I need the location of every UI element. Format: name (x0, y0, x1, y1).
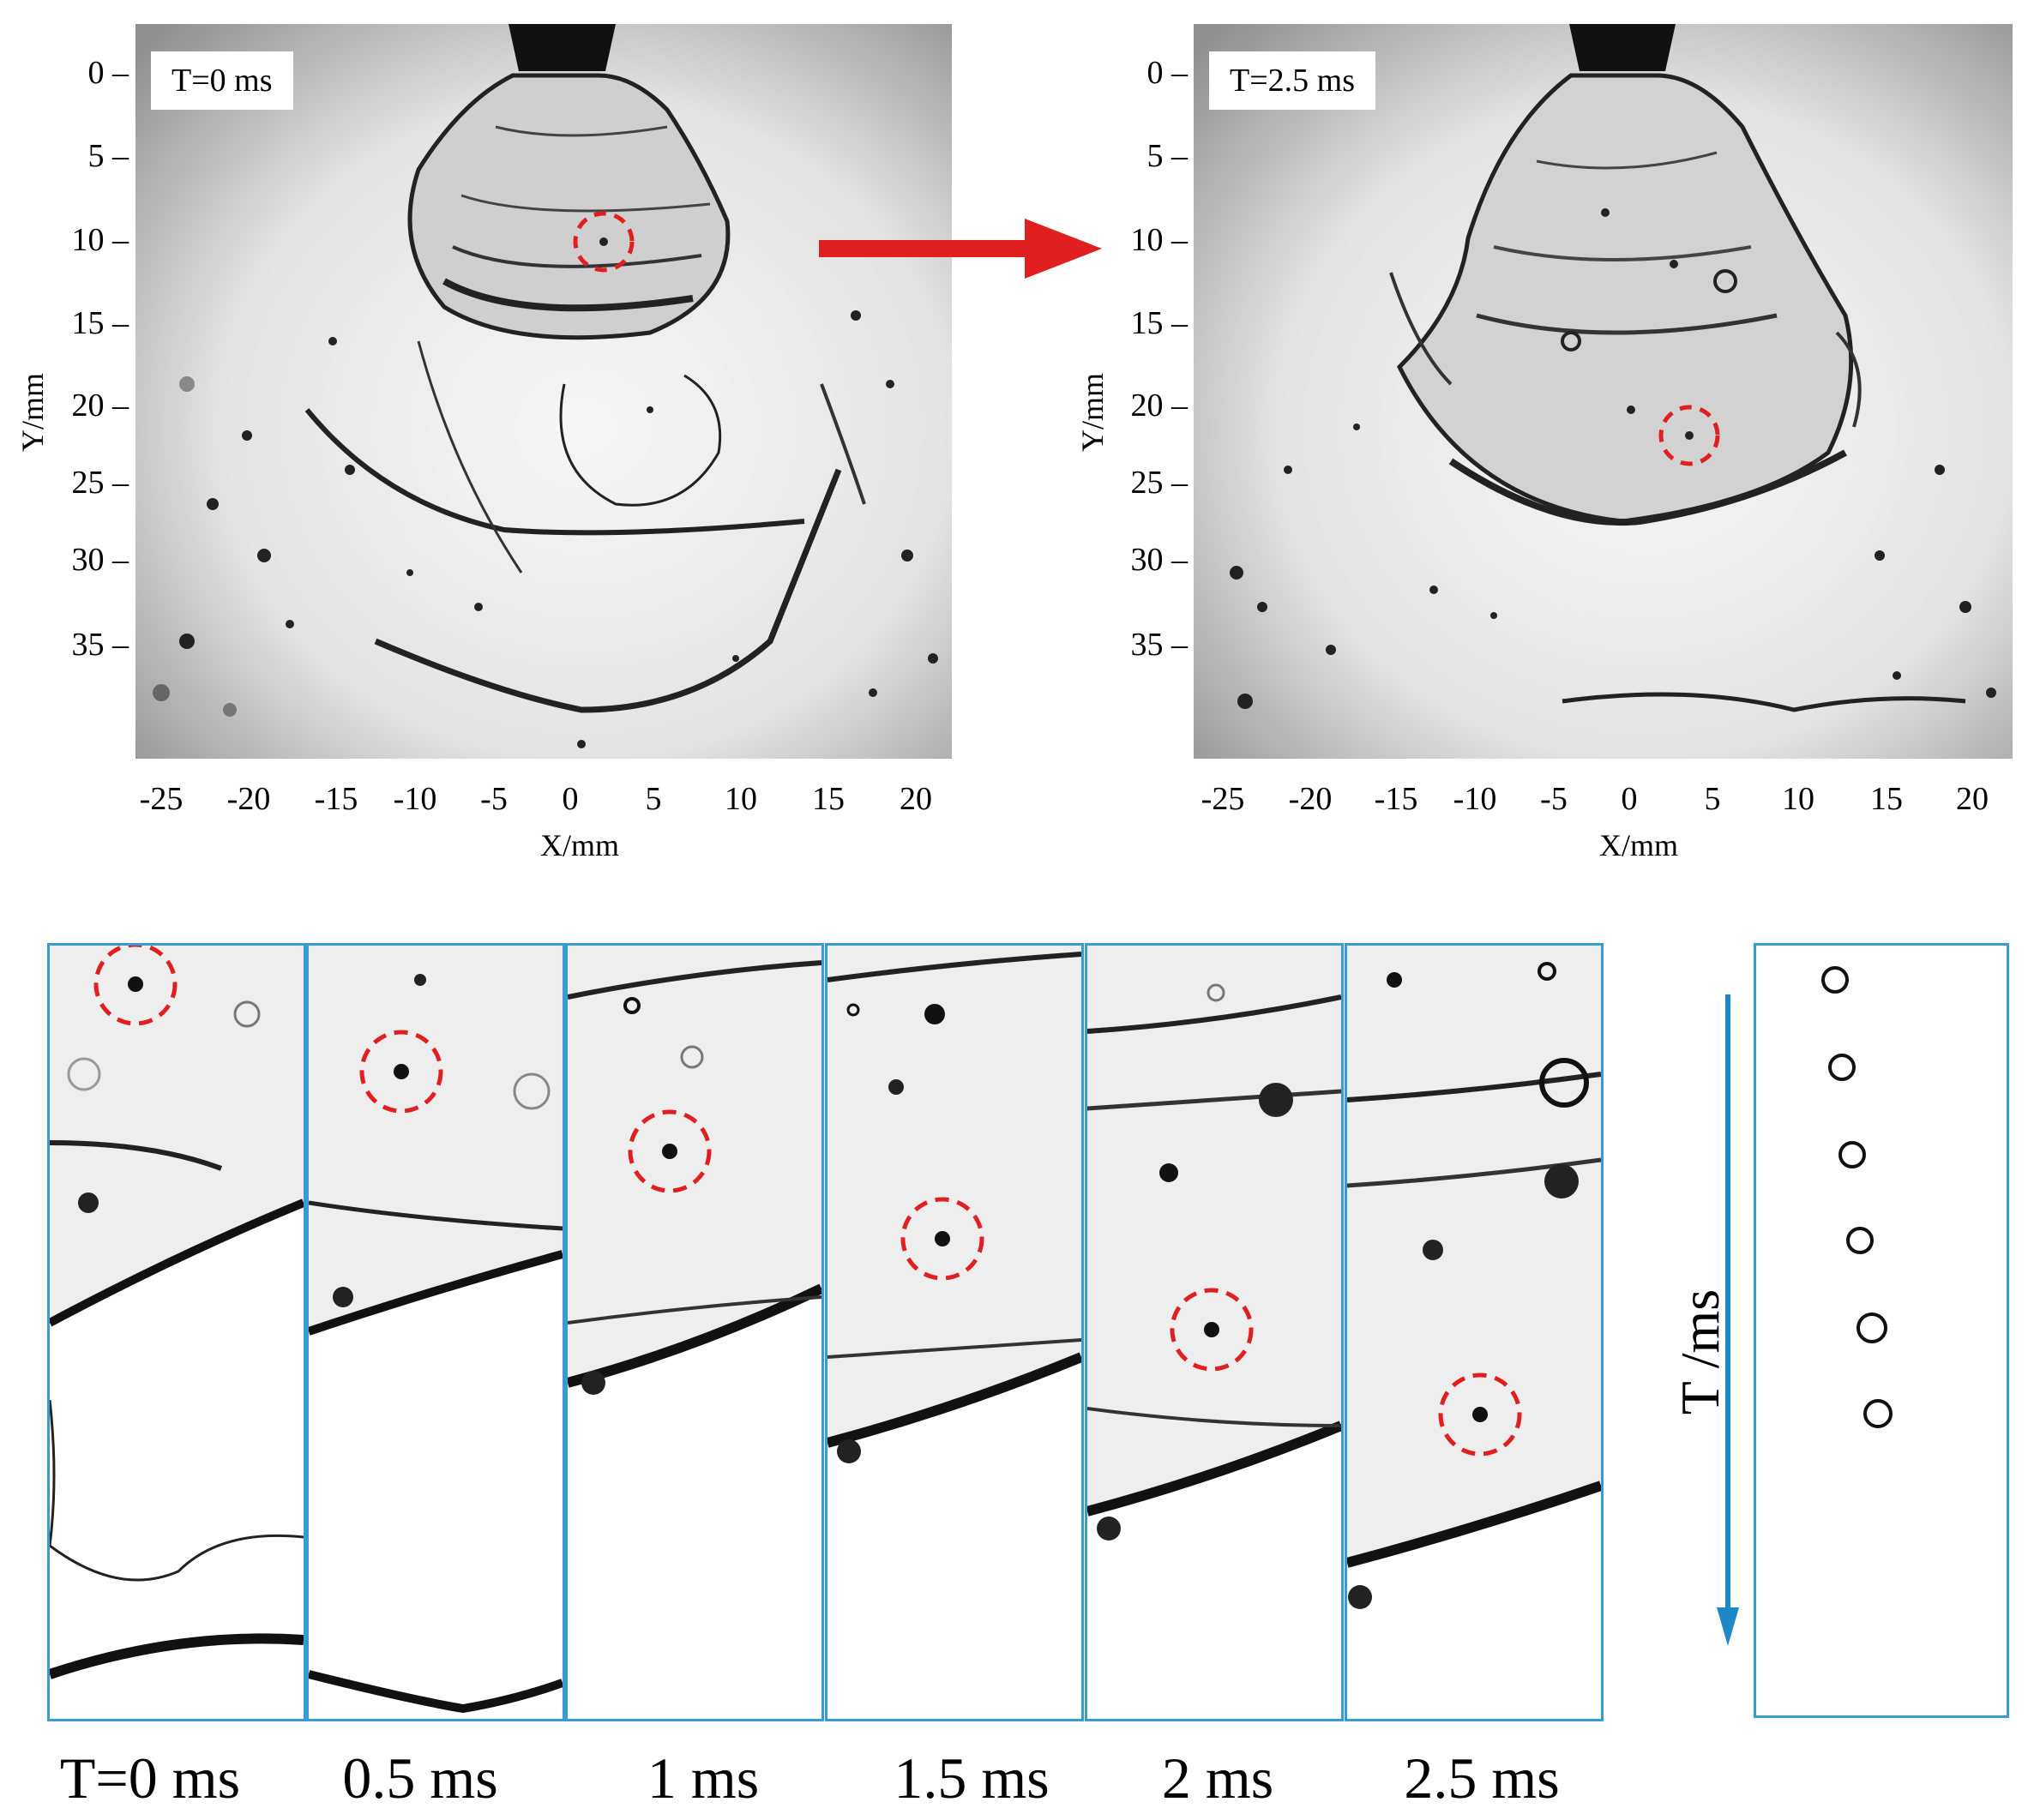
y-axis-title-left: Y/mm (15, 372, 51, 453)
y-tick-30-r: 30 – (1130, 542, 1189, 578)
caption-2ms: 2 ms (1161, 1745, 1274, 1811)
frame-0-5ms (306, 943, 565, 1721)
caption-0-5ms: 0.5 ms (342, 1745, 498, 1811)
caption-1-5ms: 1.5 ms (894, 1745, 1050, 1811)
x-tick-10: 10 (725, 781, 757, 817)
trajectory-graphic (1821, 966, 1893, 1428)
x-axis-left: -25 -20 -15 -10 -5 0 5 10 15 20 (135, 780, 952, 832)
y-tick-15-r: 15 – (1130, 305, 1189, 341)
y-tick-5-r: 5 – (1146, 138, 1189, 174)
spray-image-t0: T=0 ms (135, 24, 952, 759)
x-tick-m5-r: -5 (1540, 781, 1568, 817)
y-tick-0-r: 0 – (1146, 55, 1189, 91)
frame-2-5ms-graphic (1347, 946, 1601, 1609)
frame-2ms (1085, 943, 1344, 1721)
y-tick-30: 30 – (71, 542, 129, 578)
time-arrow (1717, 994, 1739, 1646)
caption-1ms: 1 ms (647, 1745, 760, 1811)
y-tick-15: 15 – (71, 305, 129, 341)
x-tick-10-r: 10 (1782, 781, 1814, 817)
x-tick-15: 15 (812, 781, 845, 817)
bubble-outline-1ms (1838, 1141, 1866, 1168)
y-tick-20: 20 – (71, 387, 129, 423)
time-label-t0: T=0 ms (151, 51, 293, 110)
x-tick-m20: -20 (226, 781, 271, 817)
y-tick-25-r: 25 – (1130, 465, 1189, 501)
y-axis-right: 0 – 5 – 10 – 15 – 20 – 25 – 30 – 35 – (1128, 0, 1189, 772)
spray-image-t0-graphic (135, 24, 952, 759)
x-tick-m20-r: -20 (1288, 781, 1333, 817)
x-tick-m25: -25 (139, 781, 184, 817)
y-tick-35: 35 – (71, 627, 129, 663)
y-tick-10-r: 10 – (1130, 222, 1189, 258)
spray-image-t2-5-graphic (1194, 24, 2013, 759)
frame-1ms-graphic (568, 946, 821, 1395)
bubble-outline-2ms (1856, 1312, 1887, 1343)
y-tick-5: 5 – (87, 138, 129, 174)
x-tick-m5: -5 (480, 781, 508, 817)
frame-0ms-graphic (50, 946, 304, 1679)
x-tick-5: 5 (645, 781, 662, 817)
x-axis-title-right: X/mm (1599, 828, 1679, 862)
time-axis-label: T /ms (1670, 1288, 1731, 1415)
trajectory-box (1754, 943, 2009, 1718)
y-tick-10: 10 – (71, 222, 129, 258)
frame-1ms (565, 943, 824, 1721)
spray-image-t2-5: T=2.5 ms (1194, 24, 2013, 759)
frame-0-5ms-graphic (309, 946, 563, 1714)
y-tick-20-r: 20 – (1130, 387, 1189, 423)
bubble-outline-2-5ms (1863, 1399, 1893, 1428)
caption-2-5ms: 2.5 ms (1404, 1745, 1560, 1811)
frame-2ms-graphic (1087, 946, 1341, 1541)
y-axis-title-right: Y/mm (1075, 372, 1110, 453)
x-tick-m10: -10 (393, 781, 437, 817)
x-tick-m10-r: -10 (1453, 781, 1497, 817)
frame-1-5ms (825, 943, 1084, 1721)
x-tick-15-r: 15 (1870, 781, 1903, 817)
frame-0ms (47, 943, 306, 1721)
caption-0ms: T=0 ms (59, 1745, 241, 1811)
x-axis-right: -25 -20 -15 -10 -5 0 5 10 15 20 (1194, 780, 2013, 832)
x-tick-5-r: 5 (1704, 781, 1721, 817)
x-tick-0-r: 0 (1621, 781, 1638, 817)
y-axis-left: 0 – 5 – 10 – 15 – 20 – 25 – 30 – 35 – (69, 0, 129, 772)
x-tick-m25-r: -25 (1201, 781, 1245, 817)
x-axis-title-left: X/mm (540, 828, 620, 862)
y-tick-25: 25 – (71, 465, 129, 501)
transition-arrow (819, 219, 1102, 279)
y-tick-35-r: 35 – (1130, 627, 1189, 663)
x-tick-0: 0 (562, 781, 579, 817)
bubble-outline-1-5ms (1846, 1227, 1874, 1254)
bubble-outline-0-5ms (1828, 1054, 1856, 1081)
x-tick-20-r: 20 (1956, 781, 1989, 817)
frame-1-5ms-graphic (827, 946, 1081, 1463)
time-label-t2-5: T=2.5 ms (1209, 51, 1375, 110)
bubble-outline-0ms (1821, 966, 1849, 994)
y-tick-0: 0 – (87, 55, 129, 91)
x-tick-m15-r: -15 (1374, 781, 1418, 817)
frame-2-5ms (1345, 943, 1604, 1721)
x-tick-m15: -15 (314, 781, 358, 817)
x-tick-20: 20 (900, 781, 932, 817)
